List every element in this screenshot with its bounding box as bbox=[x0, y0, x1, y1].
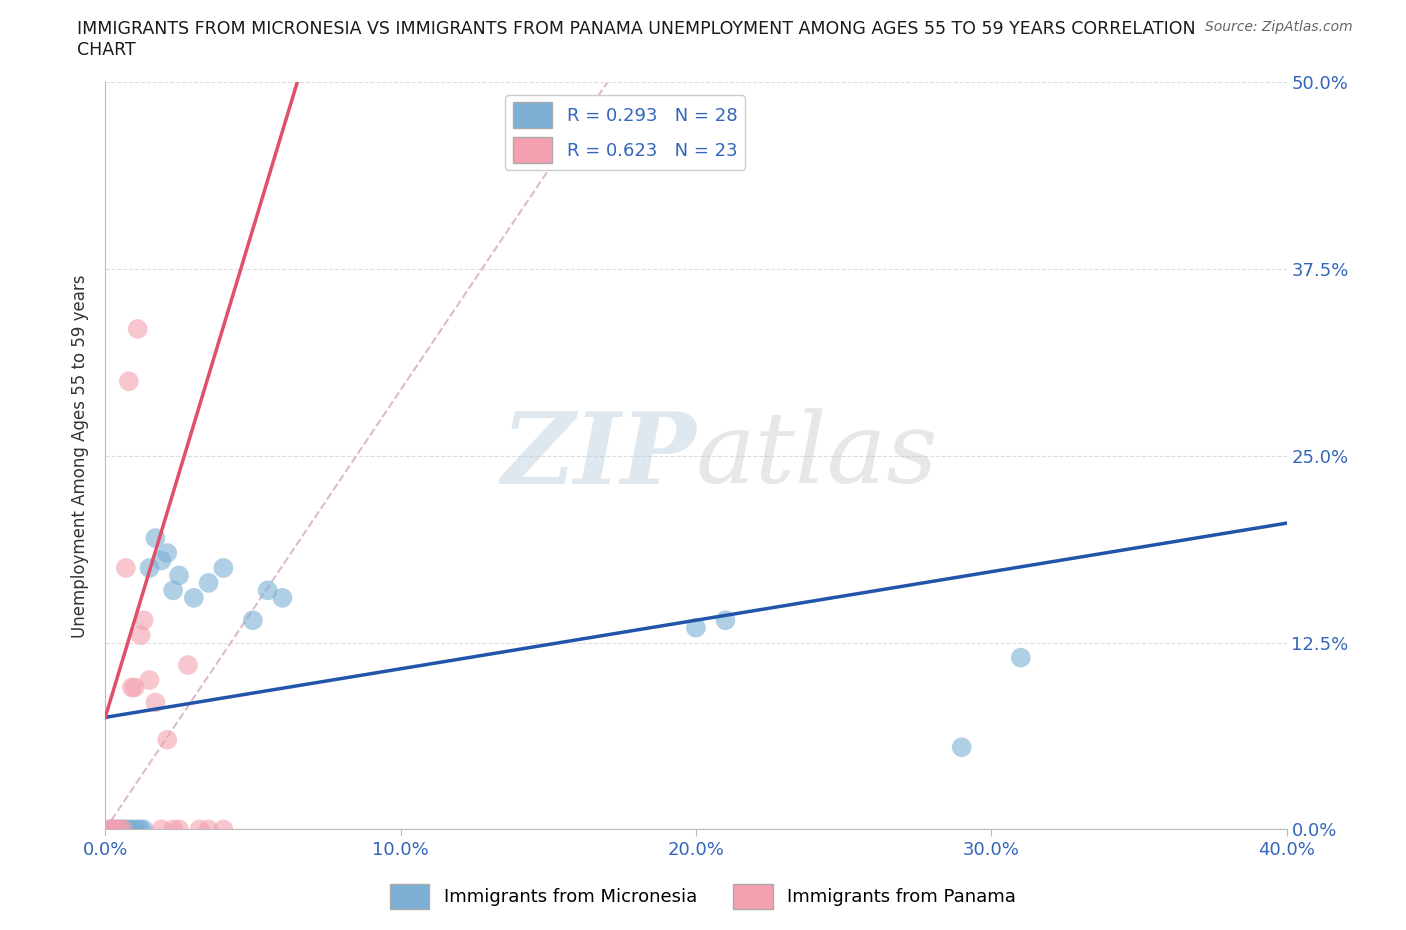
Point bbox=[150, 553, 173, 568]
Point bbox=[162, 583, 184, 598]
Point bbox=[212, 561, 235, 576]
Legend: Immigrants from Micronesia, Immigrants from Panama: Immigrants from Micronesia, Immigrants f… bbox=[382, 876, 1024, 916]
Point bbox=[132, 613, 155, 628]
Point bbox=[188, 822, 211, 837]
Point bbox=[118, 822, 141, 837]
Point bbox=[105, 822, 128, 837]
Point bbox=[156, 732, 179, 747]
Point bbox=[111, 822, 134, 837]
Point bbox=[156, 546, 179, 561]
Point bbox=[124, 822, 146, 837]
Point bbox=[145, 695, 167, 710]
Point bbox=[97, 822, 120, 837]
Point bbox=[242, 613, 264, 628]
Point bbox=[103, 822, 125, 837]
Point bbox=[115, 822, 138, 837]
Point bbox=[108, 822, 131, 837]
Text: Source: ZipAtlas.com: Source: ZipAtlas.com bbox=[1205, 20, 1353, 34]
Point bbox=[127, 822, 149, 837]
Point bbox=[129, 822, 152, 837]
Point bbox=[129, 628, 152, 643]
Point bbox=[714, 613, 737, 628]
Point bbox=[271, 591, 294, 605]
Point bbox=[685, 620, 707, 635]
Legend: R = 0.293   N = 28, R = 0.623   N = 23: R = 0.293 N = 28, R = 0.623 N = 23 bbox=[505, 95, 745, 170]
Point bbox=[105, 822, 128, 837]
Point bbox=[138, 672, 160, 687]
Point bbox=[197, 822, 219, 837]
Text: IMMIGRANTS FROM MICRONESIA VS IMMIGRANTS FROM PANAMA UNEMPLOYMENT AMONG AGES 55 : IMMIGRANTS FROM MICRONESIA VS IMMIGRANTS… bbox=[77, 20, 1197, 38]
Point bbox=[256, 583, 278, 598]
Point bbox=[177, 658, 200, 672]
Point bbox=[115, 561, 138, 576]
Y-axis label: Unemployment Among Ages 55 to 59 years: Unemployment Among Ages 55 to 59 years bbox=[72, 274, 89, 638]
Point bbox=[197, 576, 219, 591]
Point bbox=[121, 680, 143, 695]
Point bbox=[132, 822, 155, 837]
Point bbox=[167, 822, 190, 837]
Point bbox=[145, 531, 167, 546]
Point bbox=[111, 822, 134, 837]
Point bbox=[1010, 650, 1032, 665]
Point bbox=[108, 822, 131, 837]
Point bbox=[127, 322, 149, 337]
Text: CHART: CHART bbox=[77, 41, 136, 59]
Point bbox=[167, 568, 190, 583]
Text: ZIP: ZIP bbox=[501, 407, 696, 504]
Point bbox=[950, 739, 973, 754]
Point bbox=[124, 680, 146, 695]
Point bbox=[183, 591, 205, 605]
Point bbox=[212, 822, 235, 837]
Point bbox=[150, 822, 173, 837]
Point bbox=[138, 561, 160, 576]
Point bbox=[121, 822, 143, 837]
Point bbox=[118, 374, 141, 389]
Point bbox=[100, 822, 122, 837]
Point bbox=[162, 822, 184, 837]
Point bbox=[103, 822, 125, 837]
Text: atlas: atlas bbox=[696, 408, 939, 503]
Point bbox=[100, 822, 122, 837]
